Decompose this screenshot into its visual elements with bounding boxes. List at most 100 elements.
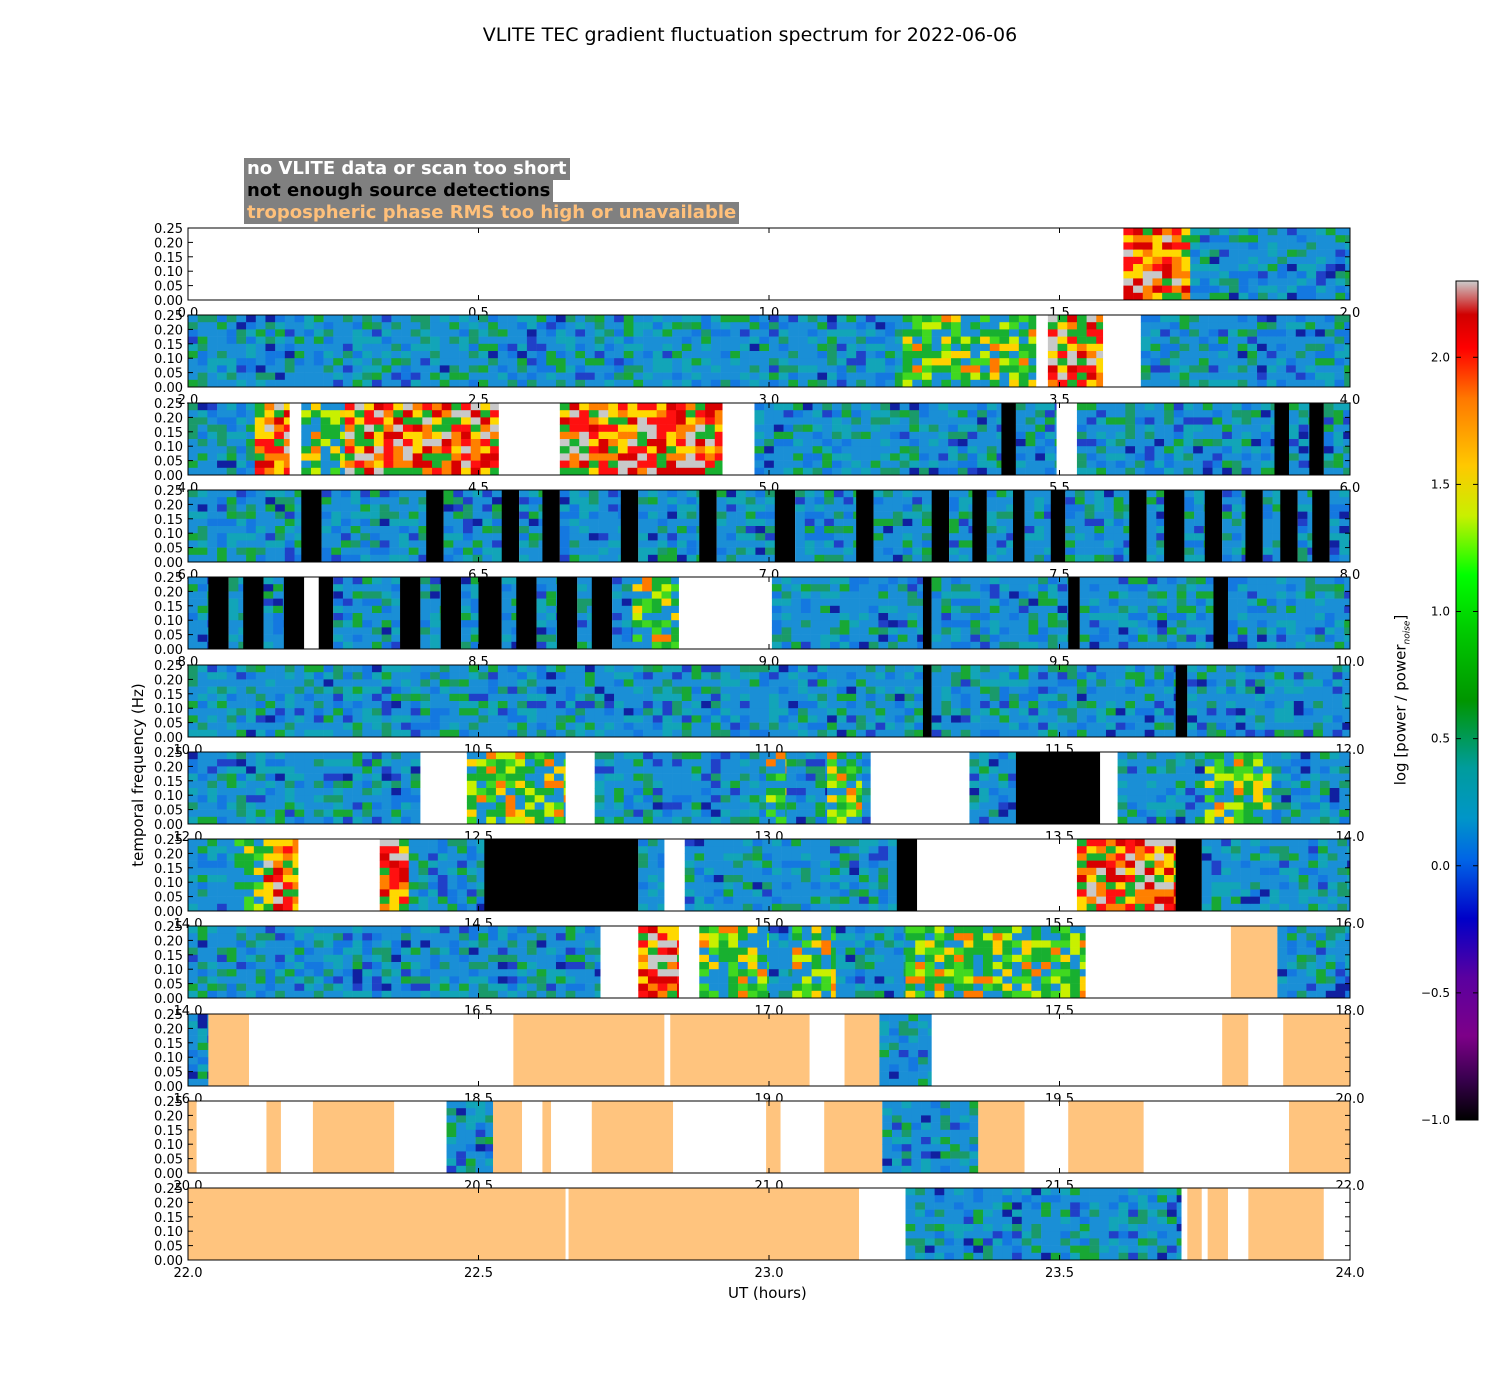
segment-none <box>1143 1101 1289 1173</box>
y-tick-label: 0.10 <box>154 702 183 717</box>
segment-orange <box>1222 1014 1249 1086</box>
segment-quiet <box>786 752 828 825</box>
segment-orange <box>844 1014 880 1086</box>
segment-none <box>188 228 1124 300</box>
y-tick-label: 0.20 <box>154 1196 183 1211</box>
panel-3: 0.000.050.100.150.200.254.0 4.5 5.0 5.5 6.0 <box>154 397 1360 496</box>
segment-black <box>1204 490 1223 562</box>
y-tick-label: 0.05 <box>154 804 183 819</box>
y-tick-label: 0.25 <box>154 920 183 935</box>
segment-warm <box>766 752 787 825</box>
panel-12: 0.000.050.100.150.200.25 22.0 22.5 23.0 23.5… <box>154 1182 1364 1281</box>
colorbar-tick-label: 1.0 <box>1431 605 1450 619</box>
y-tick-label: 0.15 <box>154 1037 183 1052</box>
segment-black <box>922 577 932 649</box>
y-tick-label: 0.05 <box>154 717 183 732</box>
segment-none <box>1024 1101 1069 1173</box>
y-tick-label: 0.00 <box>154 381 183 396</box>
segment-black <box>208 577 229 649</box>
y-tick-label: 0.00 <box>154 294 183 309</box>
y-tick-label: 0.20 <box>154 673 183 688</box>
segment-orange <box>513 1014 665 1086</box>
segment-quiet <box>188 577 209 650</box>
segment-black <box>856 490 874 562</box>
segment-quiet <box>263 577 285 650</box>
y-tick-label: 0.00 <box>154 905 183 920</box>
segment-quiet <box>188 403 256 476</box>
segment-none <box>1103 315 1141 387</box>
y-tick-label: 0.05 <box>154 1240 183 1255</box>
segment-black <box>1175 839 1202 911</box>
y-tick-label: 0.20 <box>154 323 183 338</box>
segment-quiet <box>1297 490 1313 563</box>
segment-black <box>1013 490 1025 562</box>
segment-orange <box>542 1101 552 1173</box>
segment-none <box>809 1014 845 1086</box>
segment-orange <box>978 1101 1025 1173</box>
y-tick-label: 0.15 <box>154 949 183 964</box>
segment-quiet <box>188 490 302 563</box>
segment-warm <box>632 577 680 650</box>
y-tick-label: 0.25 <box>154 222 183 237</box>
panel-4: 0.000.050.100.150.200.256.0 6.5 7.0 7.5 8.0 <box>154 484 1360 583</box>
segment-quiet <box>188 752 421 825</box>
segment-quiet <box>769 926 793 999</box>
y-tick-label: 0.00 <box>154 818 183 833</box>
segment-quiet <box>612 577 633 650</box>
segment-quiet <box>1187 665 1351 738</box>
segment-quiet <box>1271 752 1351 825</box>
segment-warm <box>827 752 863 825</box>
colorbar-tick-label: −0.5 <box>1421 986 1450 1000</box>
y-tick-label: 0.05 <box>154 455 183 470</box>
segment-quiet <box>873 490 932 563</box>
y-tick-label: 0.10 <box>154 265 183 280</box>
colorbar-label: log [power / powernoise] <box>1392 615 1413 786</box>
segment-orange <box>188 1101 197 1173</box>
segment-none <box>600 926 639 998</box>
y-tick-label: 0.00 <box>154 1080 183 1095</box>
segment-none <box>420 752 467 824</box>
segment-black <box>484 839 639 911</box>
segment-none <box>1085 926 1231 998</box>
segment-none <box>931 1014 1223 1086</box>
x-tick-label: 22.0 <box>174 1266 203 1281</box>
colorbar-label-end: ] <box>1391 614 1410 621</box>
panel-1: 0.000.050.100.150.200.250.0 0.5 1.0 1.5 2.0 <box>154 222 1360 321</box>
segment-quiet <box>1146 490 1165 563</box>
x-tick-label: 23.5 <box>1045 1266 1074 1281</box>
segment-none <box>678 926 700 998</box>
y-tick-label: 0.25 <box>154 746 183 761</box>
chart-title: VLITE TEC gradient fluctuation spectrum … <box>482 24 1018 46</box>
segment-quiet <box>1065 490 1130 563</box>
y-tick-label: 0.25 <box>154 659 183 674</box>
segment-black <box>426 490 444 562</box>
colorbar-tick-label: 1.5 <box>1431 477 1450 491</box>
segment-none <box>565 752 595 824</box>
segment-none <box>1181 1188 1188 1260</box>
segment-quiet <box>716 490 776 563</box>
y-tick-label: 0.15 <box>154 338 183 353</box>
y-tick-label: 0.20 <box>154 585 183 600</box>
segment-quiet <box>882 1101 979 1174</box>
segment-none <box>664 1014 671 1086</box>
y-tick-label: 0.20 <box>154 1109 183 1124</box>
y-tick-label: 0.25 <box>154 397 183 412</box>
y-tick-label: 0.05 <box>154 280 183 295</box>
colorbar-tick-label: 0.5 <box>1431 732 1450 746</box>
segment-none <box>1248 1014 1284 1086</box>
segment-quiet <box>638 490 700 563</box>
y-tick-label: 0.05 <box>154 1066 183 1081</box>
segment-quiet <box>795 490 857 563</box>
segment-orange <box>1230 926 1278 998</box>
segment-quiet <box>1024 490 1052 563</box>
y-tick-label: 0.00 <box>154 1254 183 1269</box>
segment-orange <box>188 1188 566 1260</box>
segment-hot <box>254 403 290 476</box>
segment-orange <box>208 1014 250 1086</box>
y-tick-label: 0.10 <box>154 614 183 629</box>
segment-quiet <box>188 926 601 999</box>
segment-black <box>774 490 796 562</box>
